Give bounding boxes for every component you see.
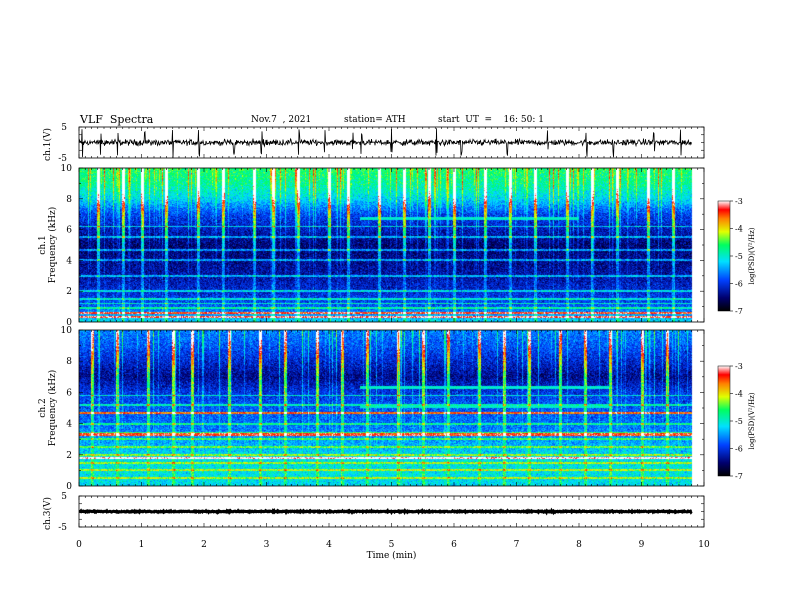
x-tick-label: 9: [639, 540, 645, 550]
chart-title: VLF Spectra: [80, 113, 154, 126]
y-tick-label: 5: [61, 492, 67, 502]
ylabel-line: Frequency (kHz): [47, 207, 58, 284]
x-tick-label: 1: [139, 540, 145, 550]
ylabel-line: ch.1: [38, 235, 48, 254]
ch2-spectrogram-colorbar: [717, 365, 731, 477]
y-tick-label: 0: [66, 482, 72, 492]
y-tick-label: 4: [66, 256, 72, 266]
ch1-waveform-trace: [79, 128, 692, 158]
ch1-spectrogram-image: [79, 168, 704, 322]
colorbar-tick-label: -5: [735, 252, 743, 261]
x-tick-label: 0: [76, 540, 82, 550]
colorbar-tick-label: -4: [735, 225, 743, 234]
colorbar-tick-label: -7: [735, 472, 743, 481]
y-tick-label: -5: [58, 523, 67, 533]
colorbar-tick-label: -6: [735, 280, 743, 289]
colorbar-tick-label: -4: [735, 390, 743, 399]
y-tick-label: 6: [66, 388, 72, 398]
date-label: Nov.7 , 2021: [251, 115, 312, 125]
y-tick-label: 0: [66, 318, 72, 328]
colorbar-tick-label: -7: [735, 307, 743, 316]
x-tick-label: 6: [451, 540, 457, 550]
y-tick-label: 2: [66, 287, 72, 297]
y-tick-label: 8: [66, 195, 72, 205]
x-tick-label: 2: [201, 540, 207, 550]
ch1-spectrogram-ylabel: ch.1Frequency (kHz): [38, 207, 58, 284]
x-tick-label: 10: [698, 540, 710, 550]
start-time-label: start UT = 16: 50: 1: [438, 115, 544, 125]
ch3-waveform-ylabel: ch.3(V): [42, 497, 53, 530]
x-tick-label: 8: [576, 540, 582, 550]
ch2-spectrogram-image: [79, 330, 704, 486]
colorbar-tick-label: -5: [735, 417, 743, 426]
x-tick-label: 3: [264, 540, 270, 550]
y-tick-label: 6: [66, 226, 72, 236]
y-tick-label: 8: [66, 357, 72, 367]
station-label: station= ATH: [344, 115, 406, 125]
y-tick-label: 4: [66, 420, 72, 430]
ylabel-line: ch.2: [38, 398, 48, 417]
ch1-spectrogram-colorbar: [717, 200, 731, 312]
y-tick-label: -5: [58, 154, 67, 164]
ylabel-line: Frequency (kHz): [47, 370, 58, 447]
colorbar-tick-label: -3: [735, 362, 743, 371]
colorbar-tick-label: -6: [735, 445, 743, 454]
colorbar-label: log(PSD)(V²/Hz): [748, 392, 756, 449]
y-tick-label: 10: [61, 326, 73, 336]
x-tick-label: 4: [326, 540, 332, 550]
x-tick-label: 5: [389, 540, 395, 550]
x-axis-label: Time (min): [367, 550, 417, 561]
ch1-waveform-ylabel: ch.1(V): [42, 128, 53, 161]
y-tick-label: 10: [61, 164, 73, 174]
ch3-waveform-trace: [79, 507, 693, 516]
y-tick-label: 2: [66, 451, 72, 461]
y-tick-label: 5: [61, 123, 67, 133]
x-tick-label: 7: [514, 540, 520, 550]
ch2-spectrogram-ylabel: ch.2Frequency (kHz): [38, 370, 58, 447]
colorbar-label: log(PSD)(V²/Hz): [748, 227, 756, 284]
colorbar-tick-label: -3: [735, 197, 743, 206]
